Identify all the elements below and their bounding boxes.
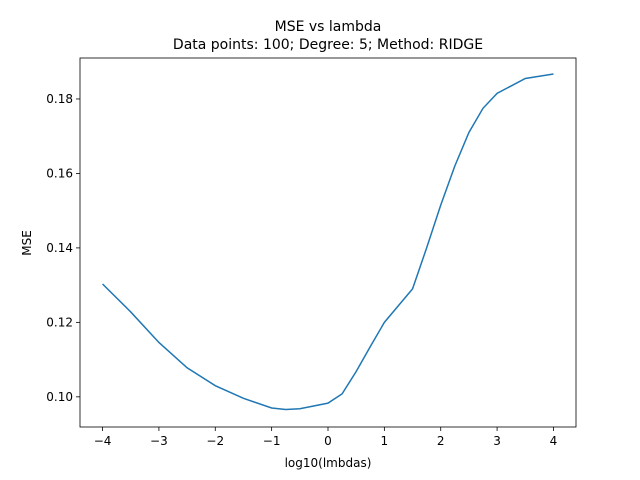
y-tick-label: 0.16 bbox=[46, 166, 73, 180]
chart-title: MSE vs lambda bbox=[275, 19, 382, 35]
line-series bbox=[102, 73, 554, 411]
y-tick-label: 0.10 bbox=[46, 390, 73, 404]
y-tick-label: 0.12 bbox=[46, 315, 73, 329]
x-tick-label: 4 bbox=[550, 434, 558, 448]
x-tick-label: 2 bbox=[437, 434, 445, 448]
x-tick-label: −4 bbox=[94, 434, 112, 448]
plot-frame bbox=[79, 57, 577, 428]
y-axis-label: MSE bbox=[20, 230, 34, 256]
y-tick-label: 0.14 bbox=[46, 241, 73, 255]
x-tick-label: −2 bbox=[206, 434, 224, 448]
x-tick-label: 1 bbox=[381, 434, 389, 448]
x-tick-label: −3 bbox=[150, 434, 168, 448]
x-tick-label: 0 bbox=[324, 434, 332, 448]
chart-subtitle: Data points: 100; Degree: 5; Method: RID… bbox=[173, 37, 483, 53]
y-tick-label: 0.18 bbox=[46, 92, 73, 106]
x-tick-label: 3 bbox=[493, 434, 501, 448]
x-axis-label: log10(lmbdas) bbox=[285, 456, 372, 470]
x-tick-label: −1 bbox=[263, 434, 281, 448]
